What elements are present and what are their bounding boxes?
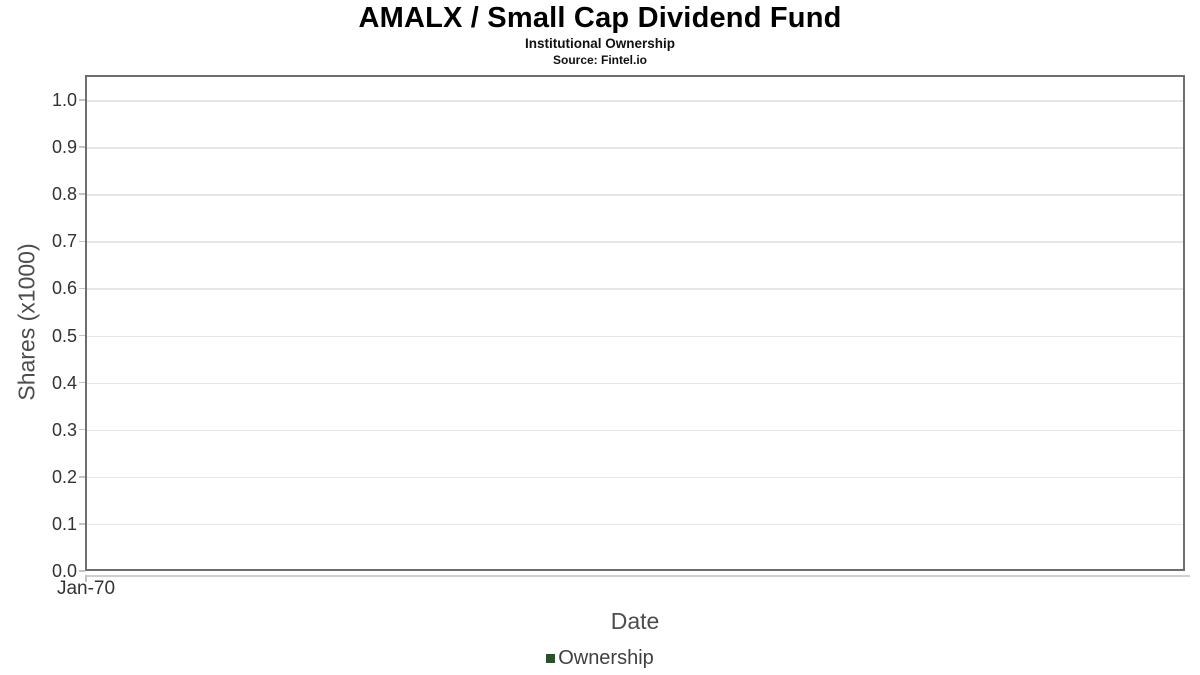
chart-title: AMALX / Small Cap Dividend Fund [358, 2, 842, 34]
gridline [87, 523, 1183, 526]
x-tick-label: Jan-70 [56, 578, 116, 599]
gridline [87, 147, 1183, 149]
plot-area [85, 75, 1185, 571]
gridline [87, 429, 1183, 432]
y-tick-label: 0.7 [51, 231, 77, 252]
x-tick-mark [85, 575, 87, 582]
y-tick-mark [79, 99, 85, 101]
y-tick-mark [79, 428, 85, 431]
y-tick-mark [79, 570, 85, 572]
legend-swatch-icon [546, 653, 556, 663]
gridline [87, 100, 1183, 102]
gridline [87, 476, 1183, 479]
gridline [87, 241, 1183, 243]
gridline [87, 194, 1183, 196]
gridline [87, 335, 1183, 337]
legend-item-ownership[interactable]: Ownership [546, 647, 654, 670]
y-tick-label: 0.2 [51, 466, 77, 487]
legend-label: Ownership [558, 646, 654, 669]
y-tick-mark [79, 146, 85, 148]
y-tick-mark [79, 381, 85, 384]
y-tick-mark [79, 287, 85, 290]
gridline [87, 382, 1183, 385]
y-tick-mark [79, 334, 85, 337]
y-tick-mark [79, 523, 85, 525]
x-axis-line [85, 575, 1190, 577]
y-tick-mark [79, 193, 85, 195]
y-tick-mark [79, 240, 85, 243]
y-tick-label: 0.0 [51, 561, 77, 581]
y-tick-label: 0.3 [51, 419, 77, 440]
legend: Ownership [0, 645, 1200, 671]
y-tick-label: 1.0 [51, 90, 77, 110]
gridline [87, 288, 1183, 290]
x-axis-title: Date [610, 608, 660, 634]
y-tick-label: 0.6 [51, 278, 77, 299]
y-tick-label: 0.9 [51, 137, 77, 158]
y-tick-label: 0.8 [51, 184, 77, 205]
chart-source-note: Source: Fintel.io [552, 53, 647, 67]
y-tick-label: 0.5 [51, 325, 77, 346]
y-tick-label: 0.4 [51, 372, 77, 393]
y-tick-mark [79, 476, 85, 478]
chart-subtitle: Institutional Ownership [524, 36, 675, 51]
y-tick-label: 0.1 [51, 513, 77, 534]
